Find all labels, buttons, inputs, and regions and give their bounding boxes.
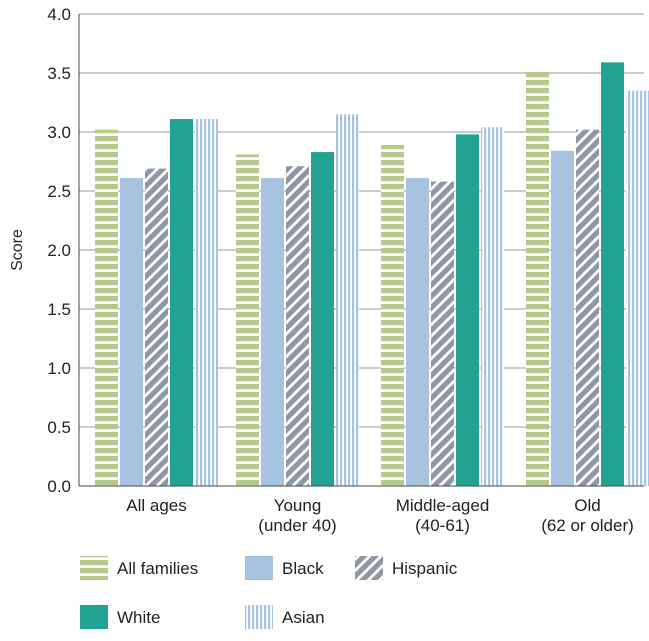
legend-label: Black [282,559,324,578]
bar-hispanic [145,168,168,486]
bar-black [551,150,574,486]
legend-swatch [245,556,273,580]
legend: All families Black Hispanic White Asian [80,556,458,629]
bars [95,62,649,487]
y-tick-label: 2.5 [47,182,71,201]
bar-white [601,62,624,486]
y-tick-label: 0.5 [47,418,71,437]
x-tick-label: All ages [126,496,186,515]
legend-swatch [355,556,383,580]
bar-hispanic [431,181,454,486]
y-axis-label: Score [9,229,26,271]
legend-label: White [117,608,160,627]
x-tick-label: Young [274,496,322,515]
bar-white [170,119,193,487]
bar-asian [481,127,504,486]
bar-black [261,178,284,486]
bar-all-families [236,154,259,487]
y-tick-label: 2.0 [47,241,71,260]
bar-black [120,178,143,486]
y-tick-label: 3.0 [47,123,71,142]
legend-label: Hispanic [392,559,458,578]
x-tick-label: (40-61) [415,516,470,535]
bar-all-families [381,144,404,487]
bar-asian [195,119,218,487]
axes: 0.0 0.5 1.0 1.5 2.0 2.5 3.0 3.5 4.0 All ages Young… [47,5,644,535]
bar-all-families [526,71,549,486]
bar-asian [626,90,649,486]
bar-white [456,134,479,487]
bar-hispanic [286,166,309,486]
legend-swatch [80,556,108,580]
legend-swatch [245,605,273,629]
legend-label: Asian [282,608,325,627]
y-tick-label: 4.0 [47,5,71,24]
bar-hispanic [576,129,599,486]
bar-white [311,152,334,486]
legend-label: All families [117,559,198,578]
y-tick-label: 1.0 [47,359,71,378]
x-tick-label: (62 or older) [541,516,634,535]
x-tick-label: Middle-aged [396,496,490,515]
y-tick-label: 3.5 [47,64,71,83]
y-tick-label: 1.5 [47,300,71,319]
bar-black [406,178,429,486]
x-tick-label: (under 40) [258,516,336,535]
bar-asian [336,114,359,487]
y-tick-label: 0.0 [47,477,71,496]
legend-swatch [80,605,108,629]
x-tick-label: Old [574,496,600,515]
bar-all-families [95,129,118,486]
